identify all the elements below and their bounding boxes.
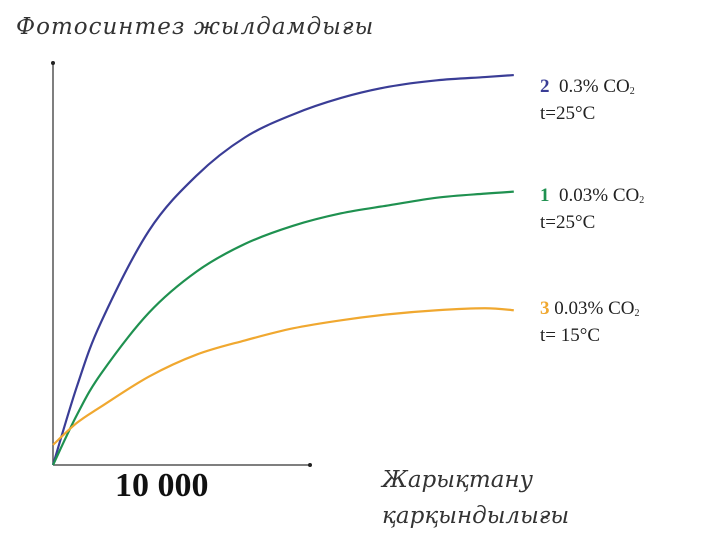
series-line-1 <box>52 190 514 466</box>
x-axis-title-line2: қарқындылығы <box>382 503 570 529</box>
x-axis-title-line1: Жарықтану <box>382 467 533 493</box>
subscript: 2 <box>639 195 645 206</box>
series-temp: t= 15°C <box>540 325 601 346</box>
subscript: 2 <box>629 86 635 97</box>
series-co2: 0.03% CO <box>559 185 640 206</box>
series-temp: t=25°C <box>540 212 596 233</box>
series-co2: 0.03% CO <box>554 298 635 319</box>
series-temp: t=25°C <box>540 103 596 124</box>
legend-series-2: 2 0.3% CO2 t=25°C <box>540 76 635 125</box>
series-line-2 <box>51 73 514 466</box>
legend-series-3: 3 0.03% CO2 t= 15°C <box>540 298 639 347</box>
legend-series-1: 1 0.03% CO2 t=25°C <box>540 185 644 234</box>
series-line-3 <box>52 307 514 446</box>
x-axis-arrow <box>308 463 312 467</box>
series-number: 2 <box>540 76 550 97</box>
x-tick-label: 10 000 <box>115 467 209 504</box>
subscript: 2 <box>634 308 640 319</box>
series-co2: 0.3% CO <box>559 76 630 97</box>
x-axis-title: Жарықтану қарқындылығы <box>382 462 569 534</box>
series-number: 3 <box>540 298 550 319</box>
y-axis-title: Фотосинтез жылдамдығы <box>16 14 375 40</box>
series-number: 1 <box>540 185 550 206</box>
y-axis-arrow <box>51 61 55 65</box>
